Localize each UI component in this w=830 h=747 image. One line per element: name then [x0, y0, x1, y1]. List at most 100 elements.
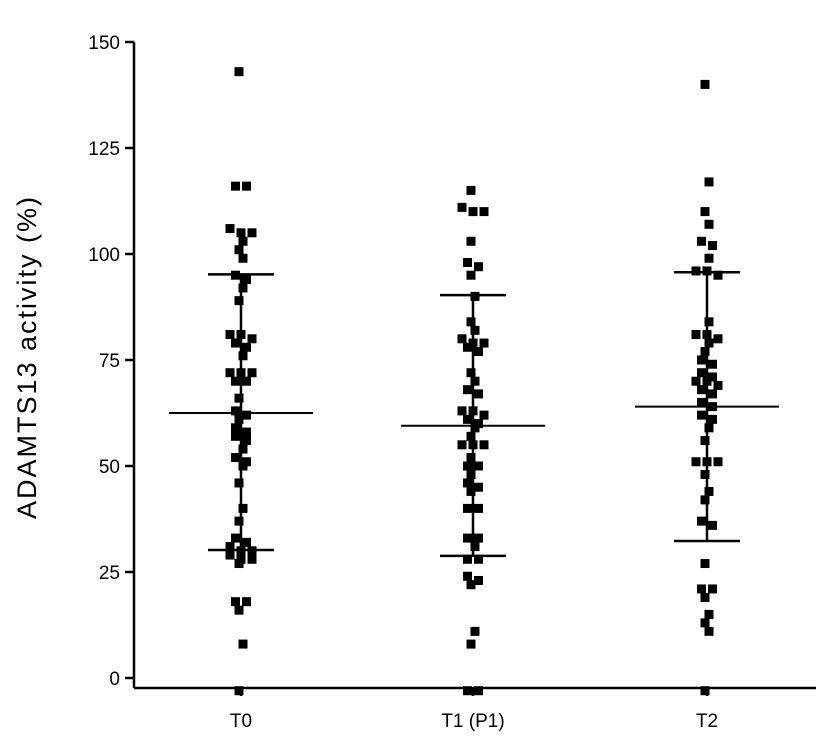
data-point-t2-40 [697, 584, 706, 594]
data-point-t0-48 [231, 597, 240, 607]
data-point-t2-12 [702, 330, 712, 340]
data-point-t0-49 [242, 597, 251, 607]
data-point-t1-p1-9 [466, 317, 476, 327]
data-point-t2-6 [704, 253, 714, 263]
data-point-t1-p1-30 [466, 453, 476, 463]
data-point-t1-p1-13 [479, 338, 489, 348]
x-tick-label-t1-p1: T1 (P1) [441, 711, 504, 732]
data-points [225, 67, 723, 696]
data-point-t1-p1-31 [463, 461, 472, 471]
data-point-t2-18 [697, 368, 706, 378]
y-tick-label-25: 25 [99, 563, 120, 584]
data-point-t0-47 [234, 559, 244, 569]
data-point-t0-36 [234, 478, 244, 488]
data-point-t0-25 [231, 406, 240, 416]
data-point-t2-45 [704, 626, 714, 636]
data-point-t1-p1-10 [470, 325, 480, 335]
y-tick-label-75: 75 [99, 351, 120, 372]
data-point-t0-40 [242, 537, 251, 547]
data-point-t0-44 [225, 550, 235, 560]
data-point-t0-19 [225, 368, 235, 378]
data-point-t2-21 [702, 376, 712, 386]
data-point-t2-2 [700, 207, 710, 217]
data-point-t1-p1-4 [466, 236, 476, 246]
data-point-t2-9 [713, 270, 723, 280]
data-point-t2-35 [704, 486, 714, 496]
data-point-t1-p1-44 [463, 571, 472, 581]
data-point-t1-p1-27 [457, 440, 467, 450]
data-point-t1-p1-50 [474, 686, 483, 696]
data-point-t2-32 [702, 457, 712, 467]
data-point-t1-p1-20 [457, 406, 467, 416]
data-point-t2-8 [702, 266, 712, 276]
data-point-t0-0 [234, 67, 244, 77]
data-point-t0-4 [236, 228, 246, 238]
data-point-t2-27 [697, 410, 706, 420]
data-point-t0-26 [242, 410, 251, 420]
data-point-t0-29 [242, 427, 251, 437]
data-point-t0-37 [238, 503, 248, 513]
data-point-t2-10 [704, 317, 714, 327]
data-point-t2-43 [704, 609, 714, 619]
y-tick-label-125: 125 [88, 139, 120, 160]
data-point-t2-4 [697, 236, 706, 246]
data-point-t0-30 [231, 431, 240, 441]
data-point-t1-p1-41 [470, 542, 480, 552]
data-point-t1-p1-17 [470, 376, 480, 386]
data-point-t1-p1-19 [474, 389, 483, 399]
data-point-t1-p1-0 [466, 185, 476, 195]
data-point-t1-p1-35 [474, 482, 483, 492]
data-point-t1-p1-5 [463, 257, 472, 267]
data-point-t0-20 [236, 368, 246, 378]
data-point-t2-39 [700, 559, 710, 569]
data-point-t0-21 [247, 368, 257, 378]
data-point-t1-p1-43 [474, 554, 483, 564]
data-point-t0-51 [238, 639, 248, 649]
x-tick-label-t0: T0 [230, 711, 252, 732]
data-point-t0-1 [231, 181, 240, 191]
data-point-t0-52 [234, 686, 244, 696]
data-point-t2-19 [708, 372, 717, 382]
data-point-t2-28 [708, 414, 717, 424]
data-point-t2-34 [700, 469, 710, 479]
data-point-t2-22 [713, 380, 723, 390]
y-tick-label-150: 150 [88, 33, 120, 54]
data-point-t1-p1-22 [479, 410, 489, 420]
data-point-t0-18 [238, 351, 248, 361]
data-point-t1-p1-12 [468, 338, 478, 348]
data-point-t0-33 [231, 453, 240, 463]
data-point-t1-p1-47 [470, 626, 480, 636]
data-point-t1-p1-25 [470, 423, 480, 433]
data-point-t1-p1-42 [463, 554, 472, 564]
data-point-t1-p1-18 [463, 385, 472, 395]
data-point-t1-p1-39 [463, 533, 472, 543]
data-point-t1-p1-34 [463, 478, 472, 488]
data-point-t1-p1-36 [466, 486, 476, 496]
data-point-t2-41 [708, 584, 717, 594]
data-point-t1-p1-28 [468, 440, 478, 450]
data-point-t0-15 [247, 334, 257, 344]
data-point-t0-14 [236, 330, 246, 340]
y-axis-title: ADAMTS13 activity (%) [12, 195, 42, 519]
y-tick-label-100: 100 [88, 245, 120, 266]
data-point-t1-p1-26 [466, 431, 476, 441]
data-point-t0-38 [234, 516, 244, 526]
data-point-t1-p1-11 [457, 334, 467, 344]
y-tick-label-50: 50 [99, 457, 120, 478]
data-point-t0-28 [231, 423, 240, 433]
data-point-t0-11 [238, 283, 248, 293]
data-point-t0-50 [234, 605, 244, 615]
data-point-t2-31 [691, 457, 701, 467]
data-point-t1-p1-15 [474, 347, 483, 357]
data-point-t2-16 [697, 355, 706, 365]
data-point-t1-p1-46 [466, 580, 476, 590]
data-point-t2-13 [713, 334, 723, 344]
data-point-t0-32 [238, 444, 248, 454]
data-point-t1-p1-40 [474, 533, 483, 543]
data-point-t0-22 [231, 376, 240, 386]
data-point-t0-9 [231, 270, 240, 280]
data-point-t2-5 [708, 241, 717, 251]
data-point-t2-30 [700, 436, 710, 446]
data-point-t1-p1-23 [463, 414, 472, 424]
